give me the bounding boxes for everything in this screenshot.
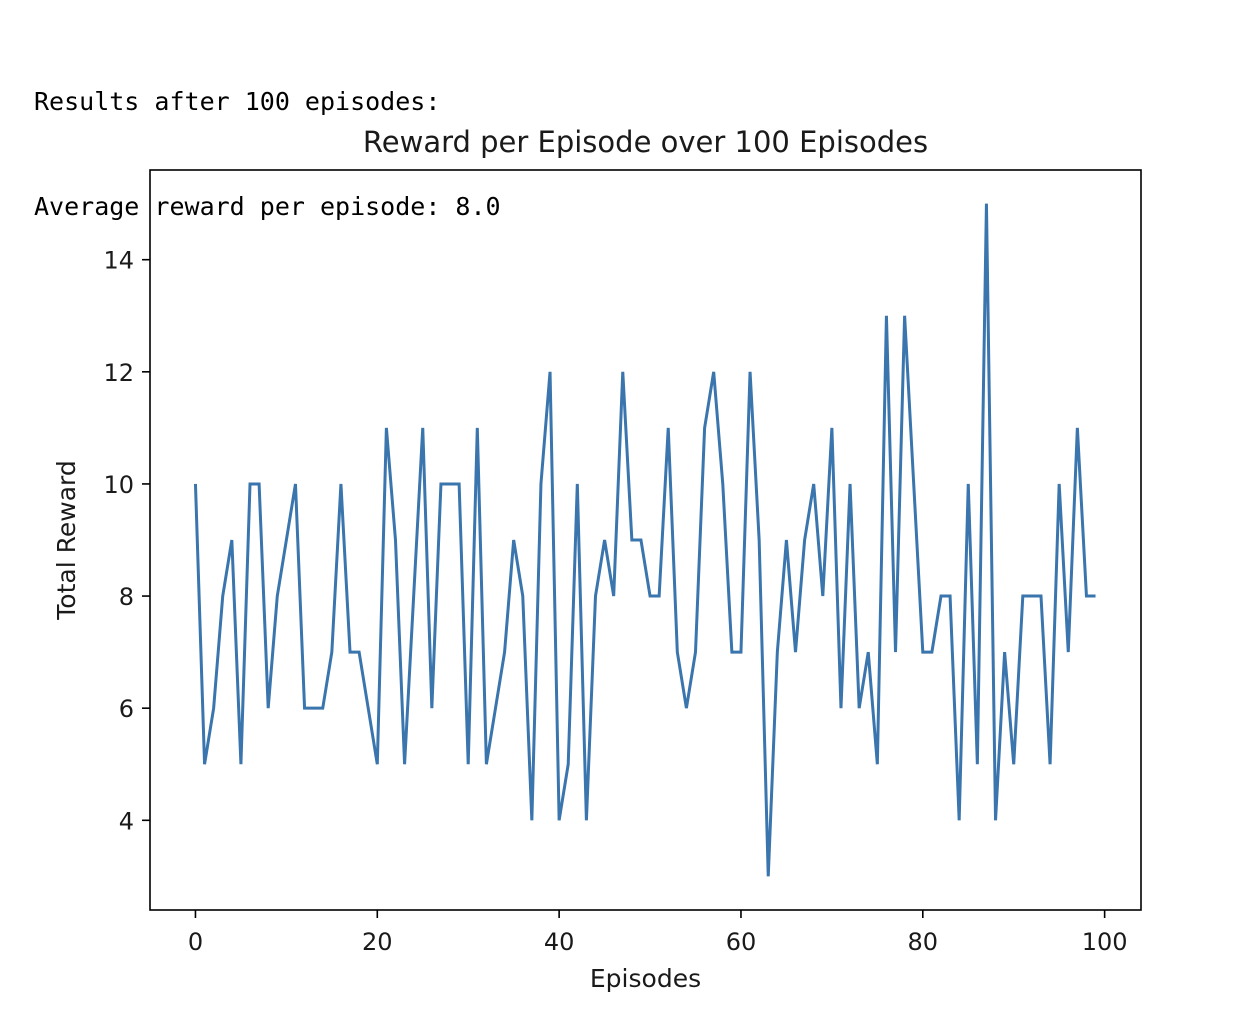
- y-tick-label: 8: [119, 583, 134, 611]
- x-tick-label: 20: [362, 928, 393, 956]
- y-tick-label: 6: [119, 695, 134, 723]
- x-tick-label: 0: [188, 928, 203, 956]
- x-tick-label: 80: [908, 928, 939, 956]
- plot-frame: [149, 169, 1142, 911]
- x-tick-label: 100: [1082, 928, 1128, 956]
- y-tick-label: 12: [103, 359, 134, 387]
- y-tick-label: 4: [119, 807, 134, 835]
- chart-title: Reward per Episode over 100 Episodes: [363, 125, 928, 159]
- y-axis-label: Total Reward: [52, 460, 81, 620]
- x-tick-label: 40: [544, 928, 575, 956]
- x-tick-label: 60: [726, 928, 757, 956]
- console-output: Results after 100 episodes: Average rewa…: [34, 14, 501, 259]
- series-line-0: [193, 203, 1096, 877]
- y-tick-label: 14: [103, 247, 134, 275]
- console-average-line: Average reward per episode: 8.0: [34, 192, 501, 221]
- x-axis-label: Episodes: [590, 964, 701, 993]
- y-tick-label: 10: [103, 471, 134, 499]
- console-results-line: Results after 100 episodes:: [34, 87, 441, 116]
